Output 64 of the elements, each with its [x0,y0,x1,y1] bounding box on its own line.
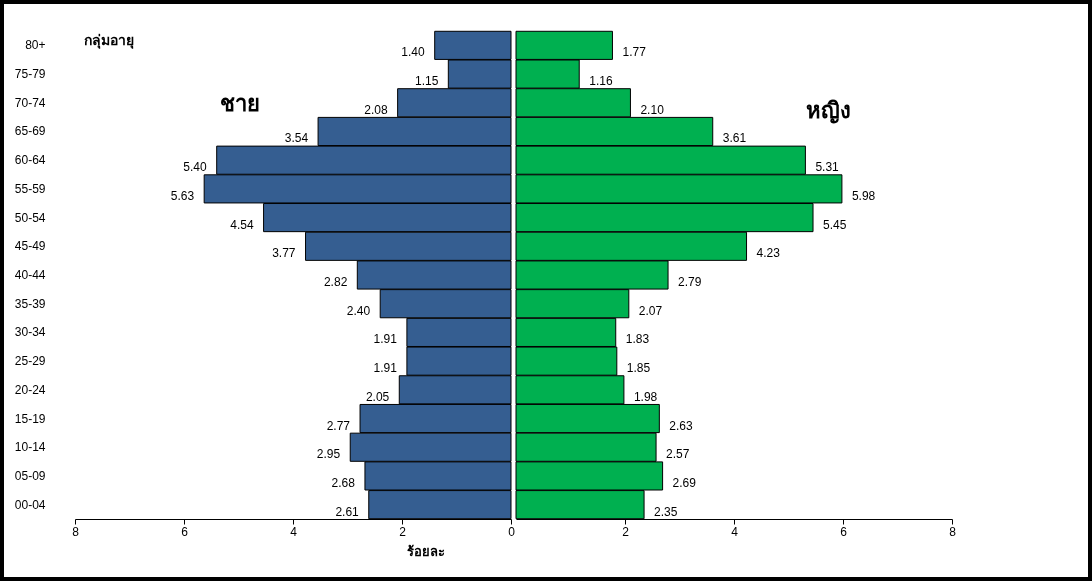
data-label: 2.95 [316,447,341,462]
data-label: 3.54 [284,131,309,146]
y-tick-label: 75-79 [14,67,46,82]
y-tick-label: 30-34 [14,325,46,340]
series-label: หญิง [805,98,851,124]
series-label: ชาย [220,91,260,116]
data-label: 5.45 [823,217,847,232]
data-label: 2.68 [331,475,356,490]
data-label: 1.16 [589,74,613,89]
data-label: 1.77 [622,45,647,60]
x-tick-label: 0 [508,524,516,539]
y-tick-label: 65-69 [14,124,46,139]
data-label: 4.54 [230,217,254,232]
data-label: 2.40 [346,303,371,318]
x-axis-title: ร้อยละ [406,543,445,559]
data-label: 2.77 [326,418,351,433]
x-tick-label: 6 [181,524,189,539]
y-tick-label: 60-64 [14,153,46,168]
y-tick-label: 00-04 [14,497,46,512]
x-tick-label: 4 [290,524,298,539]
data-label: 3.77 [272,246,296,261]
data-label: 1.15 [414,74,439,89]
y-tick-label: 35-39 [14,296,46,311]
data-label: 2.07 [638,303,663,318]
y-tick-label: 25-29 [14,354,46,369]
y-tick-label: 40-44 [14,268,46,282]
y-tick-label: 10-14 [14,440,46,455]
data-label: 1.83 [625,332,650,347]
y-tick-label: 70-74 [14,95,46,110]
y-tick-label: 80+ [25,38,46,53]
x-tick-label: 8 [72,524,80,539]
x-tick-label: 2 [622,524,630,539]
data-label: 2.69 [672,475,697,490]
data-label: 2.63 [669,418,694,433]
data-label: 1.98 [633,389,658,404]
data-label: 5.40 [183,160,208,175]
data-label: 2.10 [640,102,665,117]
data-label: 2.05 [365,389,390,404]
data-label: 2.57 [666,447,690,462]
y-axis-title: กลุ่มอายุ [83,31,134,49]
data-label: 2.82 [323,275,348,289]
data-label: 5.98 [851,188,876,203]
y-tick-label: 05-09 [14,468,46,483]
y-tick-label: 55-59 [14,181,46,196]
data-label: 1.40 [401,45,426,60]
y-tick-label: 20-24 [14,382,46,397]
data-label: 1.91 [373,361,398,376]
data-label: 2.61 [335,504,360,519]
x-tick-label: 8 [949,524,957,539]
data-label: 1.91 [373,332,398,347]
x-tick-label: 2 [399,524,407,539]
data-label: 3.61 [722,131,747,146]
data-label: 4.23 [756,246,781,261]
y-tick-label: 50-54 [14,210,46,225]
data-label: 5.63 [170,188,195,203]
x-tick-label: 6 [840,524,848,539]
data-label: 2.79 [678,275,702,289]
y-tick-label: 15-19 [14,411,46,426]
data-label: 1.85 [626,361,651,376]
data-label: 2.35 [654,504,678,519]
x-tick-label: 4 [731,524,739,539]
y-tick-label: 45-49 [14,239,46,254]
data-label: 2.08 [364,102,388,117]
data-label: 5.31 [815,160,840,175]
